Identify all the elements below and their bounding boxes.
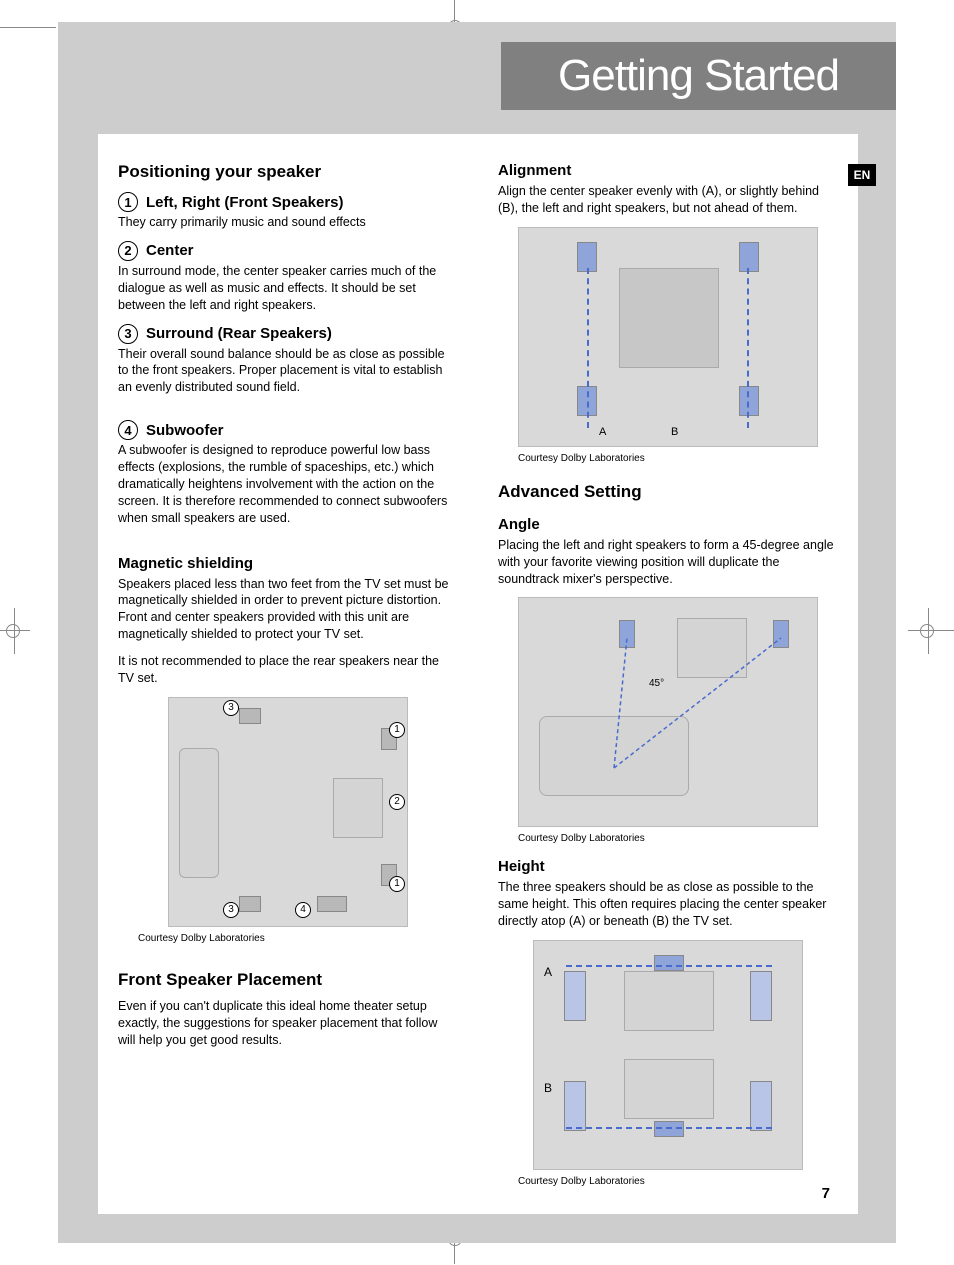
step-heading: Left, Right (Front Speakers) (146, 194, 344, 211)
diagram-label-icon: 2 (389, 794, 405, 810)
section-heading: Positioning your speaker (118, 162, 458, 182)
body-text: In surround mode, the center speaker car… (118, 263, 458, 314)
subsection-heading: Magnetic shielding (118, 555, 458, 572)
numbered-heading: 2 Center (118, 241, 458, 261)
body-text: Their overall sound balance should be as… (118, 346, 458, 397)
body-text: Align the center speaker evenly with (A)… (498, 183, 838, 217)
diagram-label: A (544, 965, 552, 979)
right-column: Alignment Align the center speaker evenl… (478, 162, 858, 1214)
height-diagram: A B (533, 940, 803, 1170)
step-number-icon: 2 (118, 241, 138, 261)
step-heading: Surround (Rear Speakers) (146, 325, 332, 342)
angle-diagram: 45° (518, 597, 818, 827)
diagram-label-icon: 1 (389, 876, 405, 892)
step-heading: Subwoofer (146, 422, 224, 439)
body-text: Placing the left and right speakers to f… (498, 537, 838, 588)
angle-label: 45° (649, 678, 664, 689)
section-heading: Front Speaker Placement (118, 970, 458, 990)
diagram-label: B (544, 1081, 552, 1095)
subsection-heading: Height (498, 858, 838, 875)
section-heading: Advanced Setting (498, 482, 838, 502)
room-diagram: 3 1 2 1 3 4 (168, 697, 408, 927)
diagram-label-icon: 4 (295, 902, 311, 918)
diagram-caption: Courtesy Dolby Laboratories (138, 933, 458, 944)
body-text: A subwoofer is designed to reproduce pow… (118, 442, 458, 526)
page-title: Getting Started (558, 51, 839, 101)
alignment-diagram: A B (518, 227, 818, 447)
diagram-caption: Courtesy Dolby Laboratories (518, 453, 838, 464)
step-number-icon: 3 (118, 324, 138, 344)
subsection-heading: Alignment (498, 162, 838, 179)
diagram-label: B (671, 426, 678, 438)
diagram-caption: Courtesy Dolby Laboratories (518, 833, 838, 844)
page-background: Getting Started EN Positioning your spea… (58, 22, 896, 1243)
diagram-label-icon: 1 (389, 722, 405, 738)
numbered-heading: 3 Surround (Rear Speakers) (118, 324, 458, 344)
body-text: Speakers placed less than two feet from … (118, 576, 458, 644)
body-text: Even if you can't duplicate this ideal h… (118, 998, 458, 1049)
body-text: They carry primarily music and sound eff… (118, 214, 458, 231)
content-area: EN Positioning your speaker 1 Left, Righ… (98, 134, 858, 1214)
numbered-heading: 1 Left, Right (Front Speakers) (118, 192, 458, 212)
left-column: Positioning your speaker 1 Left, Right (… (98, 162, 478, 1214)
diagram-label-icon: 3 (223, 902, 239, 918)
header-bar: Getting Started (501, 42, 896, 110)
diagram-label: A (599, 426, 606, 438)
step-heading: Center (146, 242, 194, 259)
step-number-icon: 4 (118, 420, 138, 440)
diagram-label-icon: 3 (223, 700, 239, 716)
page-number: 7 (822, 1185, 830, 1202)
body-text: The three speakers should be as close as… (498, 879, 838, 930)
diagram-caption: Courtesy Dolby Laboratories (518, 1176, 838, 1187)
step-number-icon: 1 (118, 192, 138, 212)
body-text: It is not recommended to place the rear … (118, 653, 458, 687)
subsection-heading: Angle (498, 516, 838, 533)
numbered-heading: 4 Subwoofer (118, 420, 458, 440)
language-tab: EN (848, 164, 876, 186)
